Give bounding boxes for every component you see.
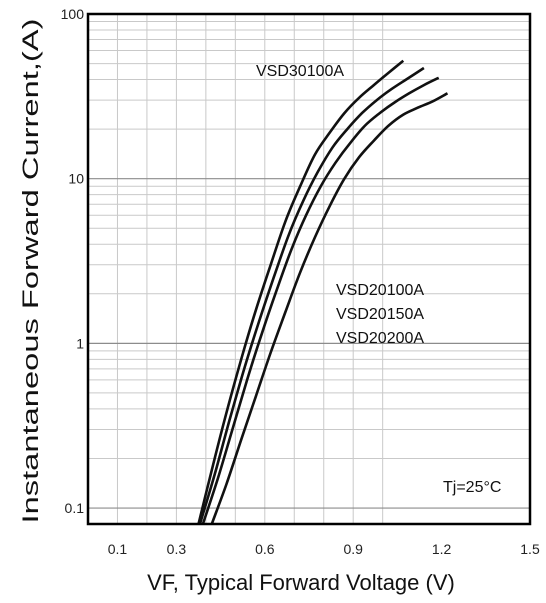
x-tick-label: 0.9 — [343, 541, 363, 557]
annotation-vsd20100a: VSD20100A — [336, 282, 424, 299]
plot-frame — [86, 12, 532, 526]
y-tick-label: 10 — [68, 171, 84, 187]
x-axis-label: VF, Typical Forward Voltage (V) — [147, 570, 455, 595]
tick-labels: 0.1 0.3 0.6 0.9 1.2 1.5 0.1 1 10 100 — [61, 6, 540, 557]
x-tick-label: 0.6 — [255, 541, 275, 557]
y-tick-label: 100 — [61, 6, 85, 22]
annotation-vsd30100a: VSD30100A — [256, 63, 344, 80]
y-axis-label: Instantaneous Forward Current,(A) — [18, 19, 43, 524]
x-tick-label: 0.1 — [108, 541, 128, 557]
x-tick-label: 1.2 — [432, 541, 452, 557]
y-tick-label: 0.1 — [65, 500, 85, 516]
x-tick-label: 0.3 — [167, 541, 187, 557]
x-tick-label: 1.5 — [520, 541, 540, 557]
annotation-vsd20150a: VSD20150A — [336, 306, 424, 323]
series-line-3 — [201, 76, 440, 525]
annotation-vsd20200a: VSD20200A — [336, 330, 424, 347]
series-line-1 — [197, 59, 405, 525]
series-line-4 — [210, 92, 449, 525]
series-group — [197, 59, 449, 525]
grid — [88, 14, 530, 524]
series-line-2 — [198, 66, 425, 525]
annotation-temperature: Tj=25°C — [443, 479, 501, 496]
y-tick-label: 1 — [76, 335, 84, 351]
